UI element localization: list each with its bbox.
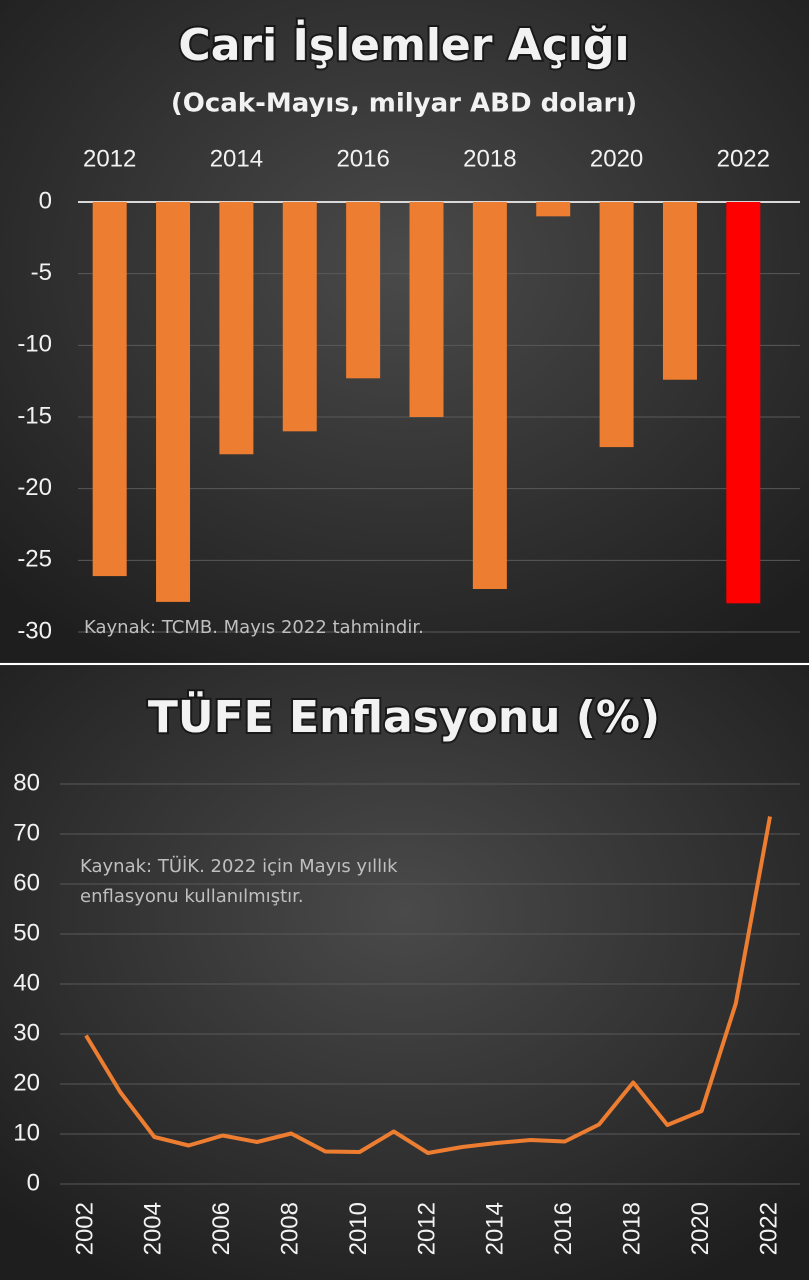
- y-tick-label: 60: [13, 869, 40, 896]
- y-tick-label: 0: [27, 1169, 40, 1196]
- x-tick-label: 2012: [83, 145, 136, 172]
- y-tick-label: -15: [17, 402, 52, 429]
- x-tick-label: 2016: [336, 145, 389, 172]
- y-tick-label: -10: [17, 331, 52, 358]
- bar: [346, 202, 381, 379]
- x-tick-label: 2018: [463, 145, 516, 172]
- bar: [662, 202, 697, 380]
- chart-subtitle: (Ocak-Mayıs, milyar ABD doları): [171, 89, 637, 119]
- y-tick-label: -25: [17, 546, 52, 573]
- bar: [599, 202, 634, 448]
- y-tick-label: 30: [13, 1019, 40, 1046]
- bar: [472, 202, 507, 589]
- x-tick-label: 2022: [755, 1202, 782, 1255]
- x-tick-label: 2016: [550, 1202, 577, 1255]
- bar: [282, 202, 317, 432]
- y-tick-label: 50: [13, 919, 40, 946]
- x-tick-label: 2014: [210, 145, 263, 172]
- bar: [92, 202, 127, 577]
- y-tick-label: 70: [13, 819, 40, 846]
- x-tick-label: 2002: [71, 1202, 98, 1255]
- x-tick-label: 2014: [482, 1202, 509, 1255]
- annotation: enflasyonu kullanılmıştır.: [80, 886, 304, 907]
- panel-background: [0, 666, 809, 1280]
- x-tick-label: 2008: [277, 1202, 304, 1255]
- x-tick-label: 2020: [687, 1202, 714, 1255]
- bar: [156, 202, 191, 602]
- chart-title: TÜFE Enflasyonu (%): [148, 690, 660, 743]
- x-tick-label: 2022: [717, 145, 770, 172]
- x-tick-label: 2010: [345, 1202, 372, 1255]
- y-tick-label: 40: [13, 969, 40, 996]
- chart-title: Cari İşlemler Açığı: [178, 18, 629, 71]
- y-tick-label: 0: [39, 187, 52, 214]
- y-tick-label: -30: [17, 617, 52, 644]
- x-tick-label: 2018: [619, 1202, 646, 1255]
- y-tick-label: 80: [13, 769, 40, 796]
- annotation: Kaynak: TCMB. Mayıs 2022 tahmindir.: [84, 617, 424, 638]
- y-tick-label: -5: [31, 259, 52, 286]
- x-tick-label: 2004: [140, 1202, 167, 1255]
- line-series: [84, 816, 772, 1155]
- x-tick-label: 2006: [208, 1202, 235, 1255]
- x-tick-label: 2020: [590, 145, 643, 172]
- bar: [219, 202, 254, 455]
- bar: [536, 202, 571, 217]
- x-tick-label: 2012: [413, 1202, 440, 1255]
- bar: [726, 202, 761, 604]
- bar: [409, 202, 444, 417]
- annotation: Kaynak: TÜİK. 2022 için Mayıs yıllık: [80, 855, 398, 877]
- y-tick-label: 20: [13, 1069, 40, 1096]
- y-tick-label: -20: [17, 474, 52, 501]
- y-tick-label: 10: [13, 1119, 40, 1146]
